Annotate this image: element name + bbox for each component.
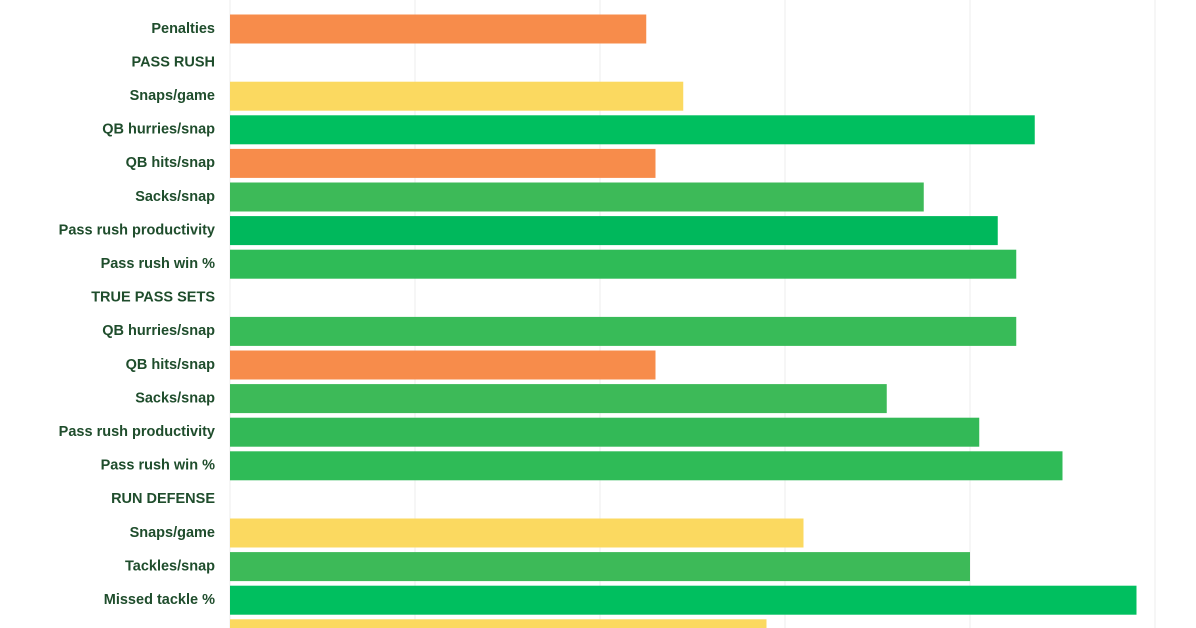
bar (230, 451, 1063, 481)
y-tick-label: Pass rush win % (101, 458, 216, 474)
y-tick-label: QB hits/snap (126, 357, 216, 373)
bar (230, 14, 647, 44)
bar (230, 518, 804, 548)
y-tick-label: QB hits/snap (126, 155, 216, 171)
y-tick-label: Sacks/snap (135, 189, 215, 205)
y-tick-label: QB hurries/snap (102, 122, 215, 138)
bar (230, 115, 1035, 145)
bar (230, 585, 1137, 615)
y-tick-label: Missed tackle % (104, 592, 215, 608)
y-tick-label: Pass rush win % (101, 256, 216, 272)
y-tick-label: RUN DEFENSE (111, 491, 215, 507)
y-tick-label: Snaps/game (130, 88, 215, 104)
bar (230, 552, 970, 582)
bar (230, 619, 767, 628)
bar (230, 316, 1017, 346)
bar (230, 417, 980, 447)
y-tick-label: PASS RUSH (131, 54, 215, 70)
y-tick-label: Pass rush productivity (59, 222, 215, 238)
bar (230, 350, 656, 380)
bar (230, 182, 924, 212)
y-tick-label: Pass rush productivity (59, 424, 215, 440)
y-tick-label: Penalties (151, 21, 215, 37)
y-tick-label: Sacks/snap (135, 390, 215, 406)
y-tick-label: Tackles/snap (125, 558, 215, 574)
y-tick-label: TRUE PASS SETS (91, 290, 215, 306)
y-tick-label: QB hurries/snap (102, 323, 215, 339)
bar (230, 148, 656, 178)
bar (230, 216, 998, 246)
bar (230, 81, 684, 111)
y-tick-label: Snaps/game (130, 525, 215, 541)
bar (230, 384, 887, 414)
bar (230, 249, 1017, 279)
